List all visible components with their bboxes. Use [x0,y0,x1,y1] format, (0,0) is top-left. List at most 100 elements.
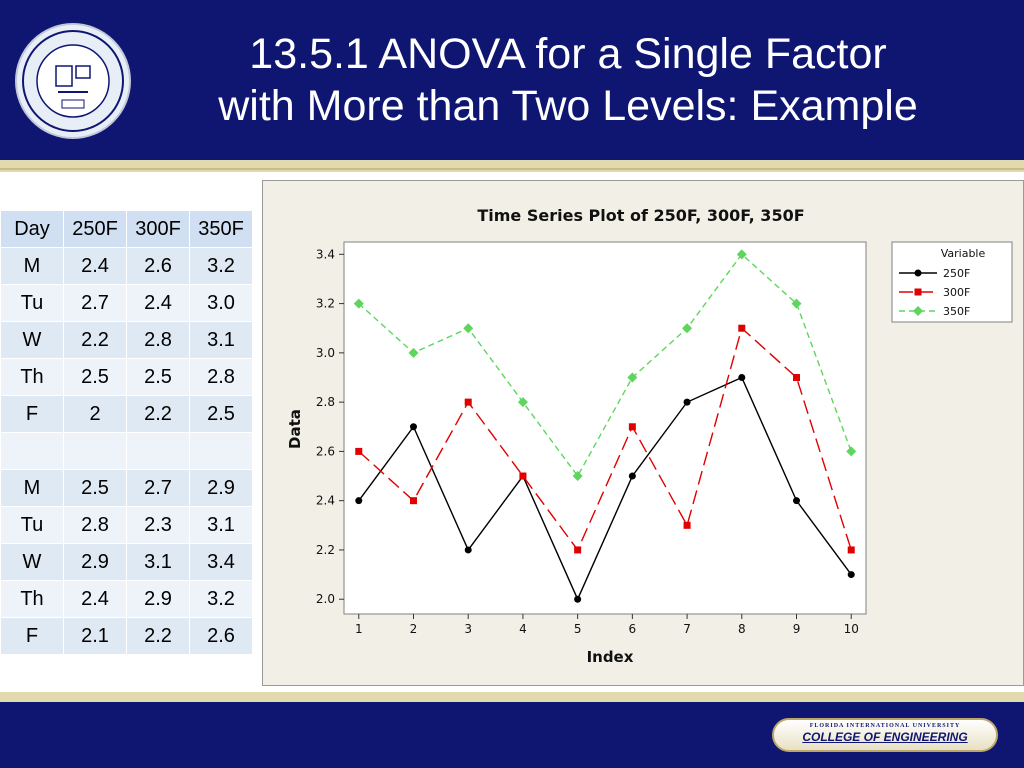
data-point-250F [793,497,801,505]
data-point-250F [683,398,691,406]
y-tick-label: 3.4 [316,247,335,261]
title-line-1: 13.5.1 ANOVA for a Single Factor [249,30,887,78]
legend-label: 250F [943,267,970,280]
table-cell: 2.2 [126,617,190,655]
data-point-250F [847,571,855,579]
table-row: W 2.9 3.1 3.4 [0,543,253,581]
table-row: Th 2.4 2.9 3.2 [0,580,253,618]
y-tick-label: 2.0 [316,592,335,606]
data-point-350F [627,372,638,383]
table-cell: M [0,247,64,285]
table-cell: 2.6 [189,617,253,655]
table-cell: 2.3 [126,506,190,544]
table-cell: 2.4 [126,284,190,322]
table-cell: 2 [63,395,127,433]
data-point-300F [355,447,363,455]
data-point-350F [846,446,857,457]
slide-header [0,0,1024,160]
legend-label: 300F [943,286,970,299]
legend-box [891,241,1013,323]
legend-marker [914,269,922,277]
table-cell: 2.2 [63,321,127,359]
data-point-250F [628,472,636,480]
table-cell: Tu [0,284,64,322]
data-point-250F [464,546,472,554]
y-tick-label: 2.4 [316,494,335,508]
series-line-300F [358,326,852,552]
data-point-300F [519,472,527,480]
y-tick-label: 2.6 [316,444,335,458]
table-cell [189,432,253,470]
table-row [0,432,253,470]
table-row: M 2.4 2.6 3.2 [0,247,253,285]
y-tick-label: 3.0 [316,346,335,360]
series-line-350F [358,253,852,478]
table-cell: 2.5 [126,358,190,396]
data-point-350F [682,323,693,334]
table-cell: 3.2 [189,247,253,285]
x-tick-label: 3 [464,622,472,636]
table-cell: 2.4 [63,247,127,285]
legend: 250F 300F 350F [899,267,970,318]
table-cell: Th [0,580,64,618]
time-series-chart: Time Series Plot of 250F, 300F, 350F Ind… [286,206,1013,666]
table-cell: 3.1 [189,321,253,359]
header-stripe [0,160,1024,172]
table-cell: W [0,321,64,359]
footer-college: COLLEGE OF ENGINEERING [802,730,968,744]
table-row: W 2.2 2.8 3.1 [0,321,253,359]
data-point-300F [464,398,472,406]
table-cell: F [0,395,64,433]
table-cell: W [0,543,64,581]
x-tick-label: 8 [738,622,746,636]
y-axis-label: Data [286,409,304,449]
data-point-250F [738,373,746,381]
data-point-300F [847,546,855,554]
table-cell: 3.1 [189,506,253,544]
table-cell: F [0,617,64,655]
table-cell: M [0,469,64,507]
table-cell: 2.8 [126,321,190,359]
chart-title: Time Series Plot of 250F, 300F, 350F [477,206,804,225]
table-cell: 2.5 [63,358,127,396]
table-cell: 3.1 [126,543,190,581]
table-row: M 2.5 2.7 2.9 [0,469,253,507]
table-cell: 2.5 [189,395,253,433]
axes: 2.0 2.2 2.4 2.6 2.8 3.0 3.2 3.4 1 2 3 4 5 6 7 8 9 10 [316,247,859,636]
x-tick-label: 5 [574,622,582,636]
data-table: Day 250F 300F 350F M 2.4 2.6 3.2 Tu 2.7 2.4 3.… [0,210,253,655]
series-line-250F [358,376,852,601]
x-tick-label: 6 [629,622,637,636]
data-point-300F [738,324,746,332]
data-point-350F [408,347,419,358]
table-cell: 2.6 [126,247,190,285]
x-axis-label: Index [587,648,634,666]
table-cell: Th [0,358,64,396]
title-line-2: with More than Two Levels: Example [218,82,918,130]
table-cell [126,432,190,470]
table-cell: 3.0 [189,284,253,322]
column-header: 300F [126,210,190,248]
x-tick-label: 2 [410,622,418,636]
table-cell: Tu [0,506,64,544]
x-tick-label: 10 [844,622,859,636]
legend-label: 350F [943,305,970,318]
data-point-250F [409,423,417,431]
chart-frame: Time Series Plot of 250F, 300F, 350F Ind… [262,180,1024,686]
data-point-300F [409,497,417,505]
slide-title: 13.5.1 ANOVA for a Single Factor with Mo… [118,28,1018,132]
data-point-350F [791,298,802,309]
data-point-350F [736,249,747,260]
column-header: 350F [189,210,253,248]
table-cell [0,432,64,470]
table-cell: 2.9 [189,469,253,507]
table-cell: 2.1 [63,617,127,655]
x-tick-label: 9 [793,622,801,636]
table-cell: 2.4 [63,580,127,618]
table-cell: 2.5 [63,469,127,507]
table-row: F 2.1 2.2 2.6 [0,617,253,655]
column-header: Day [0,210,64,248]
y-tick-label: 3.2 [316,297,335,311]
table-cell: 2.8 [189,358,253,396]
table-cell: 2.7 [126,469,190,507]
